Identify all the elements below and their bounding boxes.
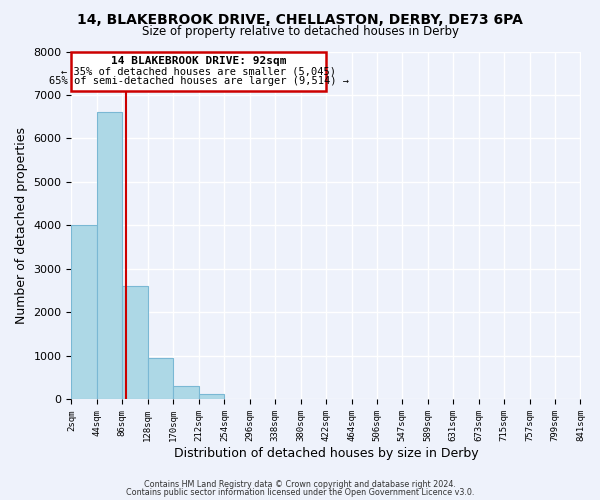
Bar bbox=[71, 226, 97, 400]
Bar bbox=[173, 386, 199, 400]
Text: ← 35% of detached houses are smaller (5,045): ← 35% of detached houses are smaller (5,… bbox=[61, 66, 337, 76]
Text: Size of property relative to detached houses in Derby: Size of property relative to detached ho… bbox=[142, 25, 458, 38]
Text: 14 BLAKEBROOK DRIVE: 92sqm: 14 BLAKEBROOK DRIVE: 92sqm bbox=[111, 56, 287, 66]
Bar bbox=[97, 112, 122, 400]
Bar bbox=[148, 358, 173, 400]
Y-axis label: Number of detached properties: Number of detached properties bbox=[15, 127, 28, 324]
Text: Contains HM Land Registry data © Crown copyright and database right 2024.: Contains HM Land Registry data © Crown c… bbox=[144, 480, 456, 489]
FancyBboxPatch shape bbox=[71, 52, 326, 90]
Text: 14, BLAKEBROOK DRIVE, CHELLASTON, DERBY, DE73 6PA: 14, BLAKEBROOK DRIVE, CHELLASTON, DERBY,… bbox=[77, 12, 523, 26]
Text: 65% of semi-detached houses are larger (9,514) →: 65% of semi-detached houses are larger (… bbox=[49, 76, 349, 86]
Bar bbox=[122, 286, 148, 400]
Text: Contains public sector information licensed under the Open Government Licence v3: Contains public sector information licen… bbox=[126, 488, 474, 497]
X-axis label: Distribution of detached houses by size in Derby: Distribution of detached houses by size … bbox=[173, 447, 478, 460]
Bar bbox=[199, 394, 224, 400]
